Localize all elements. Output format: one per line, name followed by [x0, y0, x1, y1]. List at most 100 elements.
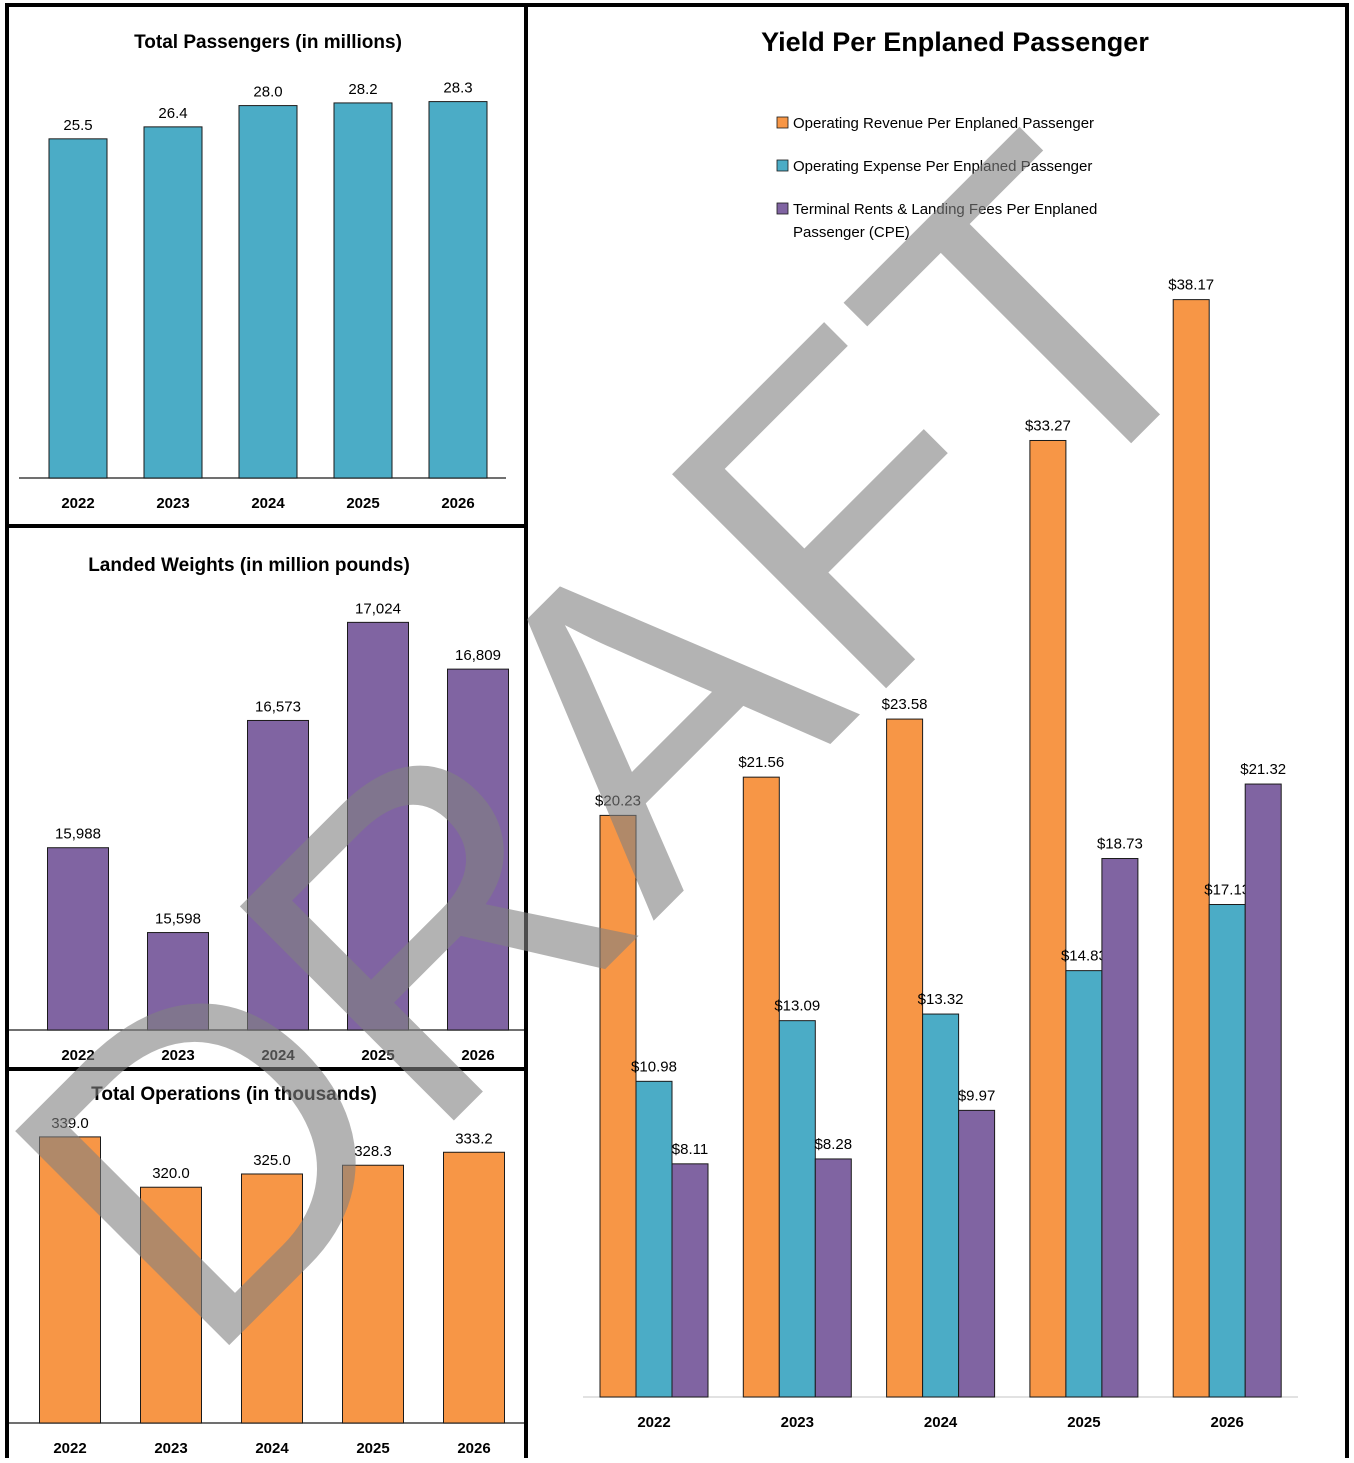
x-tick-2026: 2026: [441, 495, 474, 512]
data-label-2023: 15,598: [155, 911, 201, 928]
x-tick-2025: 2025: [361, 1047, 394, 1064]
data-label-2025: 328.3: [354, 1143, 392, 1160]
data-label-2023: 26.4: [158, 105, 187, 122]
x-tick-2023: 2023: [161, 1047, 194, 1064]
passengers-panel: Total Passengers (in millions) 25.5 2022 2…: [9, 7, 524, 524]
bar-0-2026: [1172, 299, 1210, 1398]
data-label-1-2022: $10.98: [631, 1058, 677, 1075]
legend-label-0: Operating Revenue Per Enplaned Passenger: [793, 115, 1094, 132]
bar-2-2023: [814, 1158, 852, 1398]
landed-chart: Landed Weights (in million pounds) 15,98…: [9, 555, 524, 1064]
bar-2022: [47, 847, 109, 1031]
bar-2-2026: [1244, 783, 1282, 1398]
landed-panel: Landed Weights (in million pounds) 15,98…: [9, 528, 524, 1067]
legend-swatch-1: [776, 159, 789, 172]
bar-2024: [238, 105, 298, 479]
data-label-2-2024: $9.97: [958, 1087, 996, 1104]
bar-2024: [247, 719, 309, 1031]
data-label-0-2025: $33.27: [1025, 417, 1071, 434]
operations-chart: Total Operations (in thousands) 339.0 202…: [9, 1084, 524, 1457]
legend-swatch-0: [776, 116, 789, 129]
data-label-0-2026: $38.17: [1168, 277, 1214, 294]
data-label-0-2022: $20.23: [595, 792, 641, 809]
frame-separator-2: [5, 1067, 528, 1071]
bar-2025: [333, 102, 393, 479]
bar-1-2026: [1208, 904, 1246, 1398]
bar-2-2025: [1101, 858, 1139, 1398]
data-label-2023: 320.0: [152, 1165, 190, 1182]
data-label-0-2024: $23.58: [882, 696, 928, 713]
legend-label-1: Operating Expense Per Enplaned Passenger: [793, 158, 1092, 175]
bar-1-2025: [1065, 970, 1103, 1398]
bar-0-2022: [599, 814, 637, 1398]
passengers-title: Total Passengers (in millions): [134, 32, 402, 53]
x-tick-2025: 2025: [356, 1440, 389, 1457]
legend-swatch-2: [776, 202, 789, 215]
x-tick-2025: 2025: [1067, 1414, 1100, 1431]
bar-2026: [428, 101, 488, 479]
data-label-2-2022: $8.11: [672, 1141, 708, 1158]
bar-1-2024: [922, 1013, 960, 1398]
bar-0-2025: [1029, 439, 1067, 1398]
data-label-0-2023: $21.56: [738, 754, 784, 771]
operations-panel: Total Operations (in thousands) 339.0 202…: [9, 1071, 524, 1458]
landed-title: Landed Weights (in million pounds): [88, 555, 410, 576]
bar-2022: [39, 1136, 101, 1424]
operations-title: Total Operations (in thousands): [91, 1084, 377, 1105]
frame-divider: [524, 3, 528, 1458]
bar-2-2024: [958, 1109, 996, 1398]
data-label-2-2026: $21.32: [1240, 761, 1286, 778]
data-label-2025: 17,024: [355, 600, 401, 617]
x-tick-2024: 2024: [261, 1047, 295, 1064]
data-label-1-2026: $17.13: [1204, 882, 1250, 899]
data-label-2025: 28.2: [348, 81, 377, 98]
yield-chart: Yield Per Enplaned Passenger Operating R…: [583, 27, 1298, 1431]
frame-right: [1345, 3, 1349, 1458]
data-label-2022: 15,988: [55, 826, 101, 843]
yield-panel: Yield Per Enplaned Passenger Operating R…: [528, 7, 1345, 1458]
data-label-2026: 16,809: [455, 647, 501, 664]
data-label-2026: 28.3: [443, 80, 472, 97]
data-label-2024: 325.0: [253, 1152, 291, 1169]
frame-left: [5, 3, 9, 1458]
frame-top: [5, 3, 1349, 7]
x-tick-2022: 2022: [637, 1414, 670, 1431]
bar-2025: [347, 621, 409, 1031]
bar-1-2023: [778, 1020, 816, 1398]
bar-2024: [241, 1173, 303, 1424]
x-tick-2024: 2024: [924, 1414, 958, 1431]
x-tick-2025: 2025: [346, 495, 379, 512]
x-tick-2026: 2026: [461, 1047, 494, 1064]
x-tick-2023: 2023: [781, 1414, 814, 1431]
bar-2022: [48, 138, 108, 479]
bar-2023: [140, 1186, 202, 1424]
x-tick-2022: 2022: [61, 1047, 94, 1064]
x-tick-2026: 2026: [1211, 1414, 1244, 1431]
bar-2023: [143, 126, 203, 479]
legend-label-2: Terminal Rents & Landing Fees Per Enplan…: [793, 201, 1097, 241]
data-label-2022: 339.0: [51, 1115, 89, 1132]
data-label-2-2025: $18.73: [1097, 836, 1143, 853]
passengers-chart: Total Passengers (in millions) 25.5 2022 2…: [19, 32, 506, 512]
bar-0-2023: [742, 776, 780, 1398]
x-tick-2024: 2024: [255, 1440, 289, 1457]
bar-2-2022: [671, 1163, 709, 1398]
data-label-2026: 333.2: [455, 1130, 493, 1147]
x-tick-2022: 2022: [53, 1440, 86, 1457]
frame-separator-1: [5, 524, 528, 528]
x-tick-2023: 2023: [156, 495, 189, 512]
data-label-1-2024: $13.32: [918, 991, 964, 1008]
bar-2023: [147, 932, 209, 1031]
bar-0-2024: [886, 718, 924, 1398]
data-label-2024: 16,573: [255, 698, 301, 715]
data-label-2022: 25.5: [63, 117, 92, 134]
yield-title: Yield Per Enplaned Passenger: [761, 27, 1149, 57]
bar-1-2022: [635, 1080, 673, 1398]
bar-2025: [342, 1164, 404, 1424]
data-label-2024: 28.0: [253, 84, 282, 101]
x-tick-2022: 2022: [61, 495, 94, 512]
data-label-1-2023: $13.09: [774, 998, 820, 1015]
bar-2026: [443, 1151, 505, 1424]
data-label-2-2023: $8.28: [815, 1136, 853, 1153]
x-tick-2024: 2024: [251, 495, 285, 512]
